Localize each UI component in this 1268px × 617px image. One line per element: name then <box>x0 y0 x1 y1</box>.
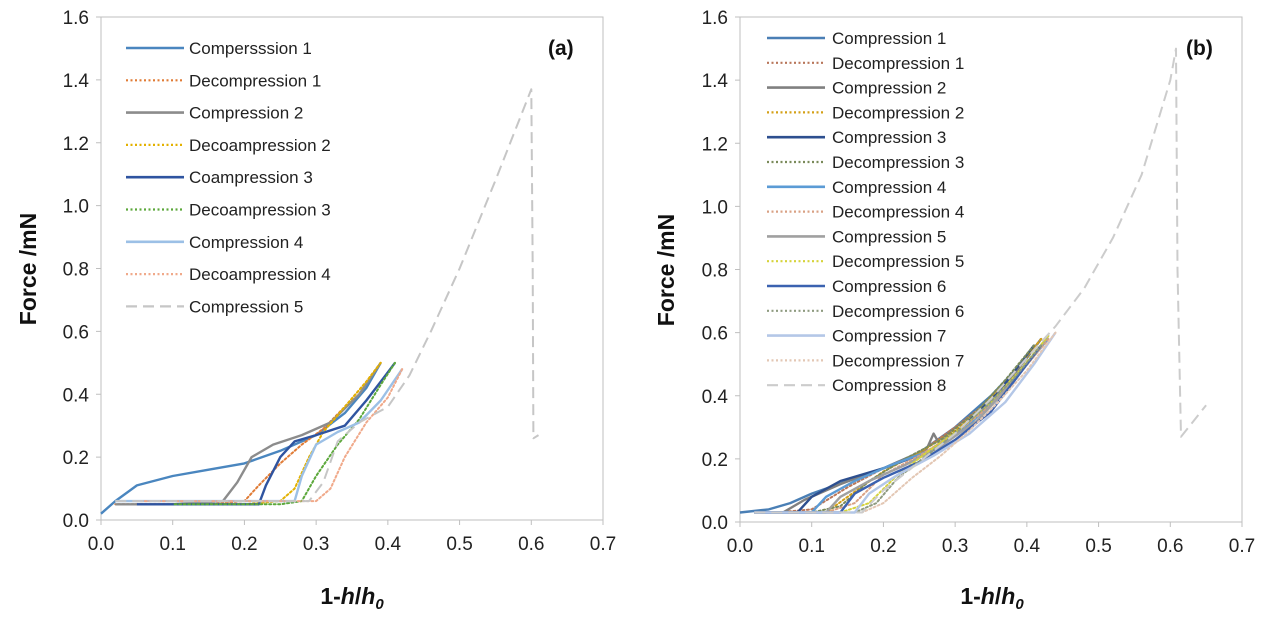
y-axis-title-a: Force /mN <box>15 213 41 325</box>
legend-entry-label: Decompression 7 <box>832 351 964 370</box>
panel-label-a: (a) <box>548 37 574 60</box>
y-tick-label: 1.2 <box>702 134 728 155</box>
y-tick-label: 1.0 <box>702 197 728 218</box>
series-line-a-8 <box>135 368 404 503</box>
legend-entry-label: Decoampression 2 <box>189 136 331 155</box>
legend-entry-label: Compression 2 <box>832 79 946 98</box>
x-tick-label: 0.3 <box>303 534 329 555</box>
series-line-b-15 <box>754 47 1207 514</box>
legend-entry-label: Compression 8 <box>832 376 946 395</box>
legend-entry-label: Compression 3 <box>832 128 946 147</box>
legend-entry-label: Decoampression 4 <box>189 265 331 284</box>
legend-entry-label: Decompression 5 <box>832 252 964 271</box>
y-tick-label: 1.0 <box>63 197 89 218</box>
legend-entry-label: Coampression 3 <box>189 168 313 187</box>
x-tick-label: 0.6 <box>1157 536 1183 557</box>
x-tick-label: 0.1 <box>160 534 186 555</box>
y-axis-title-b: Force /mN <box>653 214 679 326</box>
series-line-b-14 <box>860 331 1057 514</box>
series-line-a-9 <box>115 88 540 503</box>
y-tick-label: 1.6 <box>702 8 728 29</box>
axes-b: 0.0 0.1 0.2 0.3 0.4 0.5 0.6 0.7 0.0 0.2 0.4 0.6 0.8 1… <box>702 8 1256 557</box>
y-tick-label: 1.2 <box>63 134 89 155</box>
series-line-a-1 <box>100 362 382 515</box>
y-tick-label: 0.8 <box>702 261 728 282</box>
legend-a: Compersssion 1 Decompression 1 Compression… <box>126 39 331 316</box>
x-tick-label: 0.5 <box>446 534 472 555</box>
y-tick-label: 0.8 <box>63 260 89 281</box>
x-tick-label: 0.7 <box>1229 536 1255 557</box>
series-line-a-6 <box>171 361 396 506</box>
x-tick-label: 0.0 <box>88 534 114 555</box>
x-tick-label: 0.1 <box>799 536 825 557</box>
series-layer-a <box>100 88 540 515</box>
series-line-b-9 <box>754 335 1050 514</box>
x-tick-label: 0.2 <box>870 536 896 557</box>
series-line-a-4 <box>171 361 382 506</box>
y-tick-label: 0.4 <box>63 385 90 406</box>
x-tick-label: 0.7 <box>590 534 616 555</box>
legend-entry-label: Compression 4 <box>832 178 946 197</box>
panel-b: 0.0 0.1 0.2 0.3 0.4 0.5 0.6 0.7 0.0 0.2 0.4 0.6 0.8 1… <box>653 8 1255 613</box>
legend-entry-label: Compression 4 <box>189 233 303 252</box>
legend-entry-label: Compression 1 <box>832 29 946 48</box>
y-tick-label: 1.4 <box>702 71 729 92</box>
panel-a: 0.0 0.1 0.2 0.3 0.4 0.5 0.6 0.7 0.0 0.2 0.4 0.6 0.8 1… <box>15 8 616 613</box>
x-tick-label: 0.4 <box>375 534 402 555</box>
x-tick-label: 0.4 <box>1014 536 1041 557</box>
x-axis-title-a: 1-h/h0 <box>320 583 384 613</box>
legend-entry-label: Decoampression 3 <box>189 201 331 220</box>
x-tick-label: 0.0 <box>727 536 753 557</box>
legend-entry-label: Compression 5 <box>189 297 303 316</box>
series-line-b-6 <box>810 344 1035 514</box>
series-line-a-5 <box>136 362 396 506</box>
y-tick-label: 0.6 <box>702 324 728 345</box>
legend-entry-label: Compression 7 <box>832 327 946 346</box>
legend-b: Compression 1 Decompression 1 Compression … <box>767 29 964 395</box>
legend-entry-label: Compression 6 <box>832 277 946 296</box>
y-tick-label: 1.4 <box>63 71 90 92</box>
x-axis-title-b: 1-h/h0 <box>960 583 1024 613</box>
y-tick-label: 0.0 <box>702 513 728 534</box>
legend-entry-label: Decompression 6 <box>832 302 964 321</box>
legend-entry-label: Compression 2 <box>189 104 303 123</box>
y-tick-label: 0.4 <box>702 387 729 408</box>
series-line-b-7 <box>754 338 1050 514</box>
x-tick-label: 0.5 <box>1085 536 1111 557</box>
legend-entry-label: Decompression 3 <box>832 153 964 172</box>
axes-a: 0.0 0.1 0.2 0.3 0.4 0.5 0.6 0.7 0.0 0.2 0.4 0.6 0.8 1… <box>63 8 617 555</box>
legend-entry-label: Compression 5 <box>832 227 946 246</box>
legend-entry-label: Decompression 4 <box>832 203 964 222</box>
y-tick-label: 0.2 <box>63 448 89 469</box>
y-tick-label: 1.6 <box>63 8 89 29</box>
legend-entry-label: Decompression 1 <box>832 54 964 73</box>
y-tick-label: 0.6 <box>63 322 89 343</box>
y-tick-label: 0.0 <box>63 511 89 532</box>
x-tick-label: 0.2 <box>231 534 257 555</box>
y-tick-label: 0.2 <box>702 450 728 471</box>
x-tick-label: 0.6 <box>518 534 544 555</box>
series-line-a-2 <box>114 361 382 506</box>
panel-label-b: (b) <box>1186 37 1213 60</box>
legend-entry-label: Decompression 1 <box>189 71 321 90</box>
series-line-a-3 <box>115 362 382 506</box>
legend-entry-label: Decompression 2 <box>832 103 964 122</box>
series-layer-b <box>739 47 1207 514</box>
legend-entry-label: Compersssion 1 <box>189 39 312 58</box>
series-line-b-13 <box>754 331 1057 514</box>
x-tick-label: 0.3 <box>942 536 968 557</box>
